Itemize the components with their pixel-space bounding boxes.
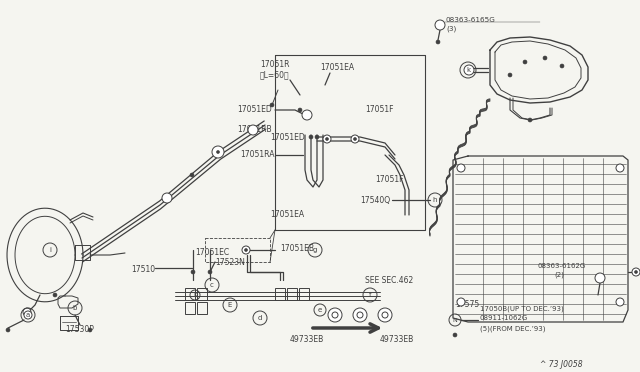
Circle shape bbox=[353, 308, 367, 322]
Circle shape bbox=[323, 135, 331, 143]
Circle shape bbox=[248, 125, 258, 135]
Text: f: f bbox=[369, 292, 371, 298]
Circle shape bbox=[436, 40, 440, 44]
Text: 17540Q: 17540Q bbox=[360, 196, 390, 205]
Text: d: d bbox=[258, 315, 262, 321]
Text: g: g bbox=[313, 247, 317, 253]
Text: 17051F: 17051F bbox=[375, 175, 403, 184]
Bar bbox=[299, 288, 309, 300]
Text: 49733EB: 49733EB bbox=[290, 335, 324, 344]
Circle shape bbox=[244, 248, 248, 251]
Circle shape bbox=[162, 193, 172, 203]
Text: 17051F: 17051F bbox=[365, 105, 394, 114]
Circle shape bbox=[298, 108, 302, 112]
Circle shape bbox=[378, 308, 392, 322]
Bar bbox=[185, 288, 195, 300]
Text: 17051R
〈L=60〉: 17051R 〈L=60〉 bbox=[260, 60, 290, 79]
Circle shape bbox=[88, 328, 92, 332]
Text: E: E bbox=[228, 302, 232, 308]
Circle shape bbox=[616, 164, 624, 172]
Circle shape bbox=[191, 270, 195, 274]
Circle shape bbox=[6, 328, 10, 332]
Circle shape bbox=[595, 273, 605, 283]
Text: 17051RA: 17051RA bbox=[240, 150, 275, 159]
Text: a: a bbox=[26, 312, 30, 318]
Text: (3): (3) bbox=[446, 26, 456, 32]
Circle shape bbox=[270, 103, 274, 107]
Text: 17051EA: 17051EA bbox=[270, 210, 304, 219]
Text: h: h bbox=[433, 197, 437, 203]
Circle shape bbox=[315, 135, 319, 139]
Text: 17050B(UP TO DEC.’93): 17050B(UP TO DEC.’93) bbox=[480, 305, 564, 311]
Bar bbox=[287, 288, 297, 300]
Circle shape bbox=[208, 270, 212, 274]
Circle shape bbox=[453, 333, 457, 337]
Circle shape bbox=[328, 308, 342, 322]
Circle shape bbox=[457, 298, 465, 306]
Circle shape bbox=[543, 56, 547, 60]
Circle shape bbox=[632, 268, 640, 276]
Circle shape bbox=[357, 312, 363, 318]
Circle shape bbox=[24, 311, 32, 319]
Circle shape bbox=[382, 312, 388, 318]
Text: 17051ED: 17051ED bbox=[270, 133, 305, 142]
Circle shape bbox=[23, 308, 31, 316]
Bar bbox=[185, 302, 195, 314]
Text: SEE SEC.462: SEE SEC.462 bbox=[365, 276, 413, 285]
Circle shape bbox=[302, 110, 312, 120]
Text: (2): (2) bbox=[554, 272, 564, 279]
Text: S: S bbox=[598, 276, 602, 280]
Text: (5)(FROM DEC.’93): (5)(FROM DEC.’93) bbox=[480, 325, 545, 331]
Circle shape bbox=[216, 151, 220, 154]
Text: ^ 73 J0058: ^ 73 J0058 bbox=[540, 360, 582, 369]
Text: 08363-6165G: 08363-6165G bbox=[446, 17, 496, 23]
Text: b: b bbox=[73, 305, 77, 311]
Bar bbox=[197, 302, 207, 314]
Text: e: e bbox=[318, 307, 322, 313]
Circle shape bbox=[435, 20, 445, 30]
Circle shape bbox=[634, 270, 637, 273]
Text: i: i bbox=[49, 247, 51, 253]
Text: 17510: 17510 bbox=[131, 265, 155, 274]
Text: 17051RB: 17051RB bbox=[237, 125, 271, 134]
Text: c: c bbox=[210, 282, 214, 288]
Text: 49733EB: 49733EB bbox=[380, 335, 414, 344]
Circle shape bbox=[242, 246, 250, 254]
Text: k: k bbox=[466, 67, 470, 73]
Circle shape bbox=[464, 65, 474, 75]
Circle shape bbox=[309, 135, 313, 139]
Text: N: N bbox=[452, 317, 458, 323]
Circle shape bbox=[528, 118, 532, 122]
Text: 17051EC: 17051EC bbox=[195, 248, 229, 257]
Text: 17051EA: 17051EA bbox=[320, 63, 354, 72]
Circle shape bbox=[616, 298, 624, 306]
Bar bbox=[275, 288, 285, 300]
Text: 17051EB: 17051EB bbox=[280, 244, 314, 253]
Text: 08363-6162G: 08363-6162G bbox=[538, 263, 586, 269]
Text: 17051ED: 17051ED bbox=[237, 105, 272, 114]
Circle shape bbox=[560, 64, 564, 68]
Text: E: E bbox=[193, 292, 197, 298]
Text: 17523N: 17523N bbox=[215, 258, 245, 267]
Text: 08911-1062G: 08911-1062G bbox=[480, 315, 528, 321]
Circle shape bbox=[332, 312, 338, 318]
Circle shape bbox=[53, 293, 57, 297]
Text: 17575: 17575 bbox=[455, 300, 479, 309]
Circle shape bbox=[326, 138, 328, 141]
Circle shape bbox=[351, 135, 359, 143]
Circle shape bbox=[212, 146, 224, 158]
Circle shape bbox=[190, 173, 194, 177]
Circle shape bbox=[523, 60, 527, 64]
Circle shape bbox=[457, 164, 465, 172]
Text: S: S bbox=[439, 22, 443, 28]
Circle shape bbox=[353, 138, 356, 141]
Text: 17530P: 17530P bbox=[65, 325, 94, 334]
Circle shape bbox=[508, 73, 512, 77]
Bar bbox=[197, 288, 207, 300]
